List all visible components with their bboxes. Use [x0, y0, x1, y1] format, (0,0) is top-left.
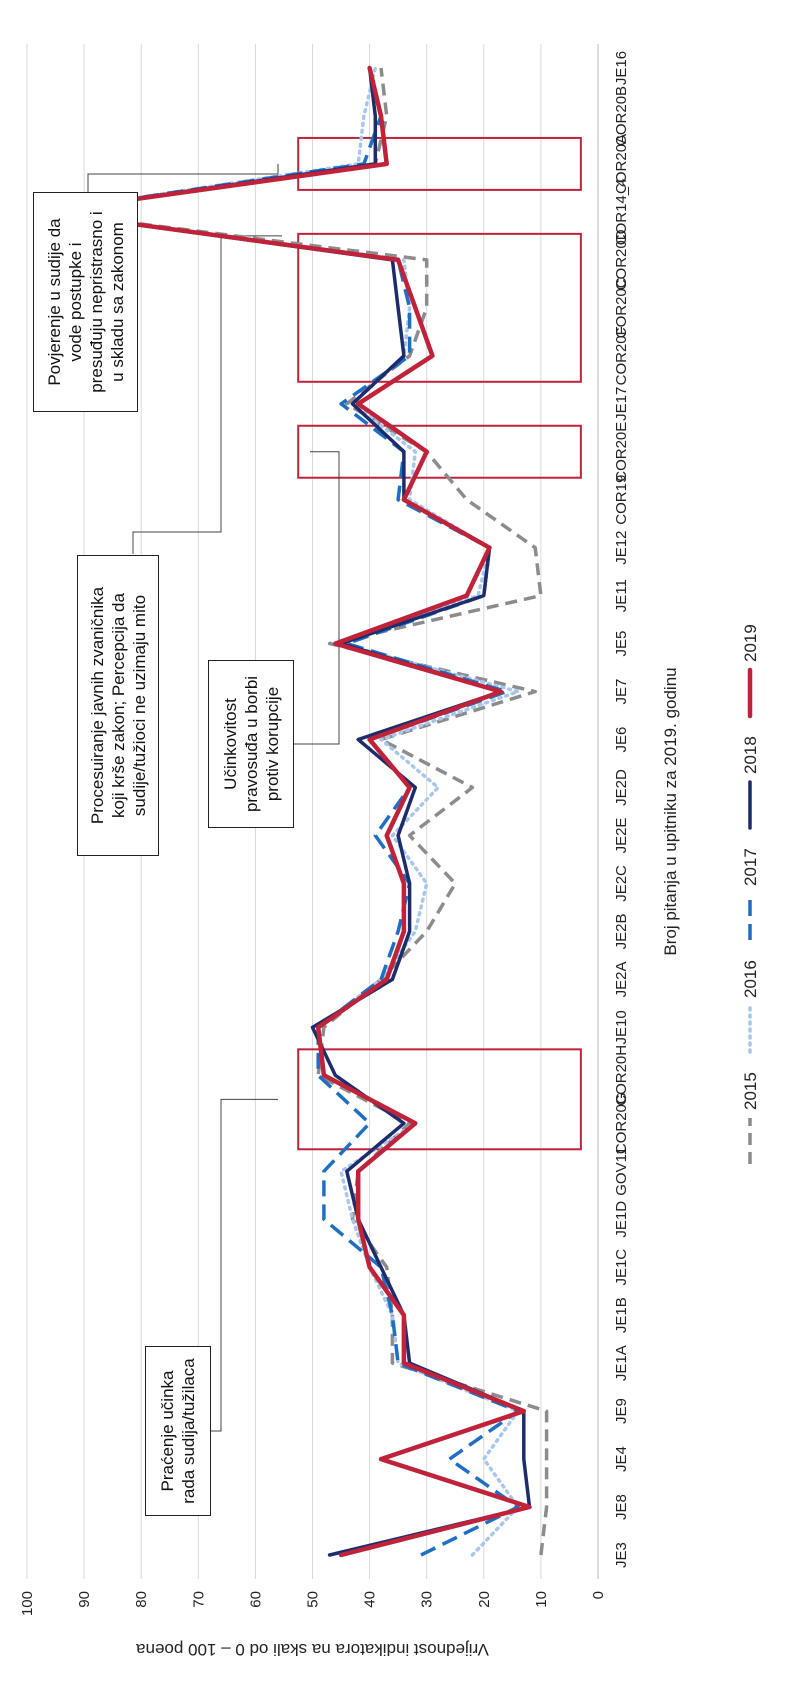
- highlight-boxes: [297, 136, 582, 1151]
- x-tick-JE2E: JE2E: [613, 818, 630, 854]
- highlight-box-2: [297, 232, 582, 383]
- y-tick-70: 70: [190, 1591, 207, 1608]
- x-tick-JE1C: JE1C: [613, 1249, 630, 1286]
- x-tick-JE1A: JE1A: [613, 1345, 630, 1381]
- x-tick-JE9: JE9: [613, 1398, 630, 1424]
- x-tick-COR20E: COR20E: [613, 422, 630, 482]
- x-tick-JE17: JE17: [613, 387, 630, 421]
- y-tick-30: 30: [419, 1591, 436, 1608]
- highlight-box-3: [297, 136, 582, 191]
- x-tick-COR20F: COR20F: [613, 326, 630, 385]
- legend-label-2015: 2015: [741, 1072, 760, 1110]
- x-tick-JE2D: JE2D: [613, 769, 630, 806]
- series-lines: [41, 65, 549, 1558]
- x-tick-labels: JE3JE8JE4JE9JE1AJE1BJE1CJE1DGOV11COR20GC…: [613, 51, 630, 1568]
- legend: 2015 2016 2017 2018 2019: [741, 624, 760, 1164]
- x-tick-JE2A: JE2A: [613, 961, 630, 997]
- leader-line-2: [132, 235, 282, 554]
- x-axis-label: Broj pitanja u upitniku za 2019. godinu: [661, 667, 680, 955]
- y-tick-0: 0: [590, 1591, 607, 1599]
- y-axis-label: Vrijednost indikatora na skali od 0 – 10…: [136, 1640, 489, 1659]
- y-tick-50: 50: [305, 1591, 322, 1608]
- series-line-2017: [42, 67, 520, 1557]
- x-tick-COR20C: COR20C: [613, 277, 630, 338]
- x-tick-JE2B: JE2B: [613, 913, 630, 949]
- x-tick-JE2C: JE2C: [613, 865, 630, 902]
- x-tick-JE5: JE5: [613, 631, 630, 657]
- x-tick-JE1D: JE1D: [613, 1201, 630, 1238]
- y-tick-labels: 0 10 20 30 40 50 60 70 80 90 100: [19, 1591, 607, 1616]
- callout-povjerenje: Povjerenje u sudije da vode postupke i p…: [33, 192, 138, 412]
- y-tick-10: 10: [533, 1591, 550, 1608]
- x-tick-COR20A: COR20A: [613, 134, 630, 194]
- y-tick-20: 20: [476, 1591, 493, 1608]
- series-line-2019: [41, 65, 532, 1558]
- x-tick-JE12: JE12: [613, 531, 630, 565]
- x-tick-COR14_4: COR14_4: [613, 179, 630, 246]
- legend-label-2018: 2018: [741, 736, 760, 774]
- leader-line-1: [294, 451, 340, 745]
- x-tick-COR20B: COR20B: [613, 86, 630, 146]
- x-tick-COR20D: COR20D: [613, 229, 630, 290]
- x-tick-JE6: JE6: [613, 727, 630, 753]
- legend-label-2017: 2017: [741, 848, 760, 886]
- x-tick-COR20G: COR20G: [613, 1092, 630, 1154]
- x-tick-JE11: JE11: [613, 579, 630, 612]
- y-tick-40: 40: [362, 1591, 379, 1608]
- x-tick-JE3: JE3: [613, 1542, 630, 1568]
- x-tick-JE10: JE10: [613, 1010, 630, 1044]
- leader-line-0: [211, 1098, 278, 1432]
- callout-pracenje: Praćenje učinka rada sudija/tužilaca: [145, 1346, 211, 1516]
- x-tick-JE7: JE7: [613, 679, 630, 705]
- x-tick-COR19: COR19: [613, 475, 630, 525]
- x-tick-COR20H: COR20H: [613, 1045, 630, 1106]
- x-tick-JE8: JE8: [613, 1494, 630, 1520]
- legend-label-2019: 2019: [741, 624, 760, 662]
- x-tick-GOV11: GOV11: [613, 1147, 630, 1196]
- x-tick-JE1B: JE1B: [613, 1297, 630, 1333]
- highlight-box-0: [297, 1048, 582, 1151]
- y-tick-90: 90: [76, 1591, 93, 1608]
- leader-line-3: [87, 163, 279, 192]
- y-tick-100: 100: [19, 1591, 36, 1616]
- y-tick-80: 80: [133, 1591, 150, 1608]
- highlight-box-1: [297, 424, 582, 479]
- legend-label-2016: 2016: [741, 960, 760, 998]
- callout-ucinkovitost: Učinkovitost pravosuđa u borbi protiv ko…: [208, 660, 294, 828]
- x-tick-JE4: JE4: [613, 1446, 630, 1472]
- y-tick-60: 60: [247, 1591, 264, 1608]
- callout-procesuiranje: Procesuiranje javnih zvaničnika koji krš…: [77, 555, 159, 856]
- x-tick-JE16: JE16: [613, 51, 630, 85]
